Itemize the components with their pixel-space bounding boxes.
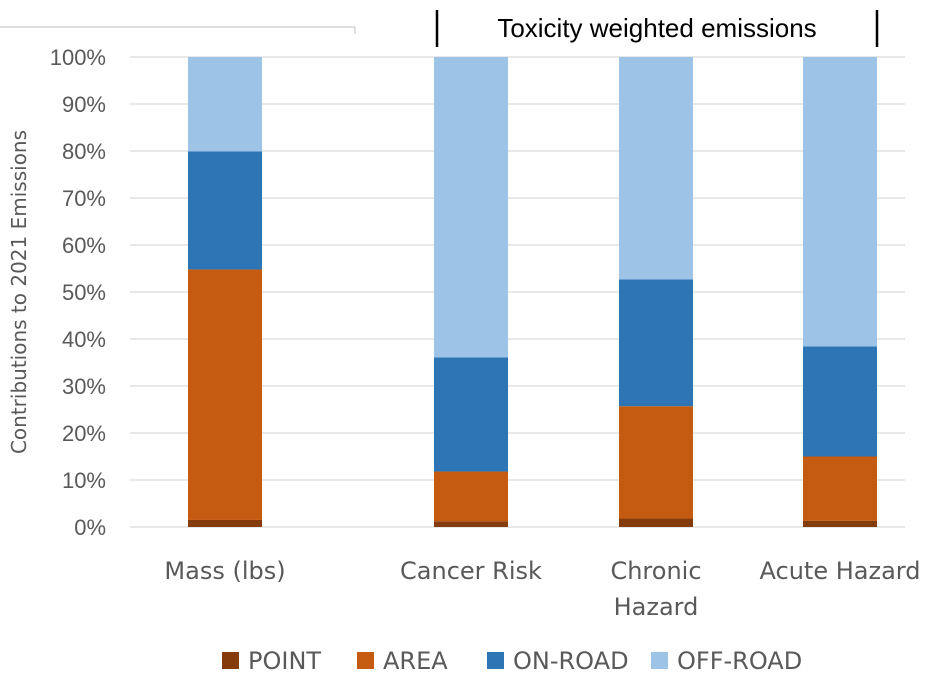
bar-segment-area: [619, 406, 693, 519]
bar-segment-point: [188, 519, 262, 527]
legend-label: POINT: [248, 647, 321, 673]
bar-segment-off-road: [619, 57, 693, 280]
y-tick-label: 60%: [62, 233, 106, 258]
x-tick-label: Mass (lbs): [164, 557, 285, 585]
bar-segment-off-road: [803, 57, 877, 347]
x-tick-label: Chronic: [610, 557, 701, 585]
bar-segment-point: [803, 520, 877, 527]
legend-label: AREA: [383, 647, 448, 673]
y-tick-label: 0%: [74, 515, 106, 540]
bar-segment-off-road: [434, 57, 508, 358]
bar-segment-area: [188, 269, 262, 520]
legend-label: OFF-ROAD: [677, 647, 802, 673]
annotation-text: Toxicity weighted emissions: [497, 13, 816, 43]
legend-swatch: [487, 652, 504, 669]
bars: [188, 57, 877, 527]
x-axis-labels: Mass (lbs) Cancer Risk Chronic Hazard Acute …: [164, 557, 920, 621]
legend-swatch: [222, 652, 239, 669]
x-tick-label: Cancer Risk: [400, 557, 542, 585]
legend-label: ON-ROAD: [513, 647, 629, 673]
legend: POINT AREA ON-ROAD OFF-ROAD: [222, 647, 802, 673]
bar-segment-point: [619, 518, 693, 527]
y-tick-label: 30%: [62, 374, 106, 399]
y-tick-label: 10%: [62, 468, 106, 493]
legend-swatch: [651, 652, 668, 669]
x-tick-label: Acute Hazard: [760, 557, 921, 585]
bar-segment-point: [434, 521, 508, 527]
x-tick-label: Hazard: [614, 593, 699, 621]
legend-swatch: [357, 652, 374, 669]
bar-segment-on-road: [434, 357, 508, 472]
bar-segment-area: [803, 456, 877, 521]
bar-segment-off-road: [188, 57, 262, 152]
y-tick-label: 90%: [62, 92, 106, 117]
y-tick-label: 80%: [62, 139, 106, 164]
bar-segment-on-road: [619, 279, 693, 407]
bar-segment-area: [434, 471, 508, 522]
y-tick-label: 70%: [62, 186, 106, 211]
y-tick-label: 100%: [50, 45, 106, 70]
y-tick-label: 50%: [62, 280, 106, 305]
bar-segment-on-road: [803, 346, 877, 457]
y-axis-ticks: 0% 10% 20% 30% 40% 50% 60% 70% 80% 90% 100%: [50, 45, 106, 540]
bar-segment-on-road: [188, 151, 262, 270]
y-axis-title: Contributions to 2021 Emissions: [7, 130, 31, 454]
y-tick-label: 20%: [62, 421, 106, 446]
y-tick-label: 40%: [62, 327, 106, 352]
